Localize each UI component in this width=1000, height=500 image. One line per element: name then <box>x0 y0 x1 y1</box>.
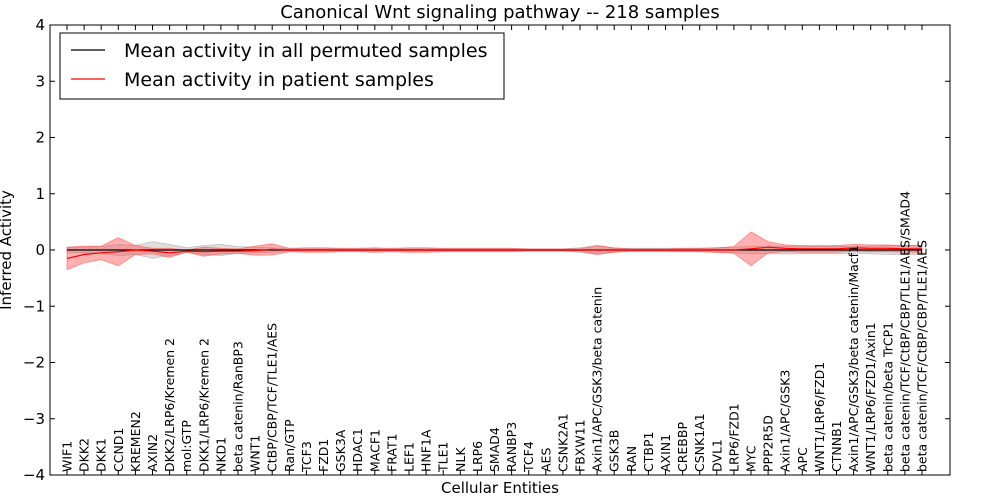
x-tick-label: GSK3B <box>607 430 622 472</box>
x-tick-label: beta catenin/TCF/CtBP/CBP/TLE1/AES/SMAD4 <box>897 191 912 472</box>
x-tick-label: APC <box>795 447 810 472</box>
x-tick-label: TLE1 <box>436 442 451 473</box>
series-lines <box>66 246 922 259</box>
x-tick-label: WIF1 <box>60 441 75 472</box>
x-tick-label: NLK <box>453 447 468 472</box>
x-tick-label: MYC <box>744 445 759 472</box>
y-tick-label: −3 <box>23 410 45 428</box>
y-axis-label: Inferred Activity <box>0 190 15 310</box>
y-tick-label: 0 <box>35 241 45 259</box>
x-tick-label: HDAC1 <box>350 428 365 472</box>
series-line-1 <box>66 246 922 259</box>
x-tick-label: FBXW11 <box>573 419 588 472</box>
x-tick-label: RAN <box>624 446 639 472</box>
x-tick-label: CREBBP <box>675 422 690 472</box>
x-tick-label: Ran/GTP <box>282 419 297 472</box>
x-tick-label: DKK2 <box>77 438 92 472</box>
x-tick-label: CTNNB1 <box>829 420 844 472</box>
x-tick-label: beta catenin/beta TrCP1 <box>880 322 895 472</box>
x-tick-label: Axin1/APC/GSK3/beta catenin/Macf1 <box>846 245 861 472</box>
x-axis-label: Cellular Entities <box>441 479 559 497</box>
y-tick-label: 1 <box>35 185 45 203</box>
x-tick-label: mol:GTP <box>179 420 194 472</box>
x-axis: WIF1 DKK2 DKK1 CCND1 KREMEN2 AXIN2 DKK2/LRP6/K… <box>60 25 930 475</box>
x-tick-label: CTBP1 <box>641 432 656 472</box>
y-tick-label: −1 <box>23 297 45 315</box>
x-tick-label: HNF1A <box>419 429 434 472</box>
x-tick-label: Axin1/APC/GSK3/beta catenin <box>590 287 605 472</box>
x-tick-label: FRAT1 <box>384 433 399 472</box>
x-tick-label: KREMEN2 <box>128 411 143 472</box>
x-tick-label: AES <box>538 448 553 472</box>
x-tick-label: LRP6 <box>470 441 485 472</box>
y-tick-label: −2 <box>23 354 45 372</box>
x-tick-label: RANBP3 <box>504 422 519 472</box>
x-tick-label: DVL1 <box>709 439 724 472</box>
x-tick-label: MACF1 <box>367 429 382 472</box>
x-tick-label: NKD1 <box>213 437 228 472</box>
chart-title: Canonical Wnt signaling pathway -- 218 s… <box>280 2 720 23</box>
x-tick-label: SMAD4 <box>487 427 502 472</box>
y-tick-label: 2 <box>35 129 45 147</box>
y-tick-label: 3 <box>35 72 45 90</box>
x-tick-label: beta catenin/TCF/CtBP/CBP/TLE1/AES <box>915 240 930 472</box>
x-tick-label: LRP6/FZD1 <box>726 403 741 472</box>
x-tick-label: CSNK2A1 <box>555 413 570 472</box>
x-tick-label: LEF1 <box>402 442 417 472</box>
y-axis: 4 3 2 1 0 −1 −2 −3 −4 <box>23 16 950 484</box>
y-tick-label: 4 <box>35 16 45 34</box>
x-tick-label: DKK2/LRP6/Kremen 2 <box>162 338 177 472</box>
x-tick-label: AXIN1 <box>658 434 673 472</box>
x-tick-label: FZD1 <box>316 439 331 472</box>
x-tick-label: WNT1/LRP6/FZD1/Axin1 <box>863 322 878 472</box>
legend-label: Mean activity in patient samples <box>124 69 434 91</box>
x-tick-label: WNT1/LRP6/FZD1 <box>812 362 827 472</box>
legend-box <box>59 32 505 100</box>
x-tick-label: GSK3A <box>333 429 348 472</box>
x-tick-label: DKK1 <box>94 438 109 472</box>
x-tick-label: CSNK1A1 <box>692 413 707 472</box>
x-tick-label: DKK1/LRP6/Kremen 2 <box>196 338 211 472</box>
x-tick-label: AXIN2 <box>145 434 160 472</box>
legend: Mean activity in all permuted samples Mea… <box>59 32 505 100</box>
x-tick-label: TCF4 <box>521 441 536 473</box>
x-tick-label: WNT1 <box>248 435 263 472</box>
x-tick-label: beta catenin/RanBP3 <box>231 341 246 472</box>
series-band-1 <box>66 231 923 271</box>
y-tick-label: −4 <box>23 466 45 484</box>
legend-label: Mean activity in all permuted samples <box>124 40 487 62</box>
x-tick-label: TCF3 <box>299 441 314 473</box>
x-tick-label: Axin1/APC/GSK3 <box>778 370 793 472</box>
x-tick-label: CCND1 <box>111 428 126 472</box>
x-tick-label: CtBP/CBP/TCF/TLE1/AES <box>265 323 280 472</box>
x-tick-label: PPP2R5D <box>761 415 776 472</box>
